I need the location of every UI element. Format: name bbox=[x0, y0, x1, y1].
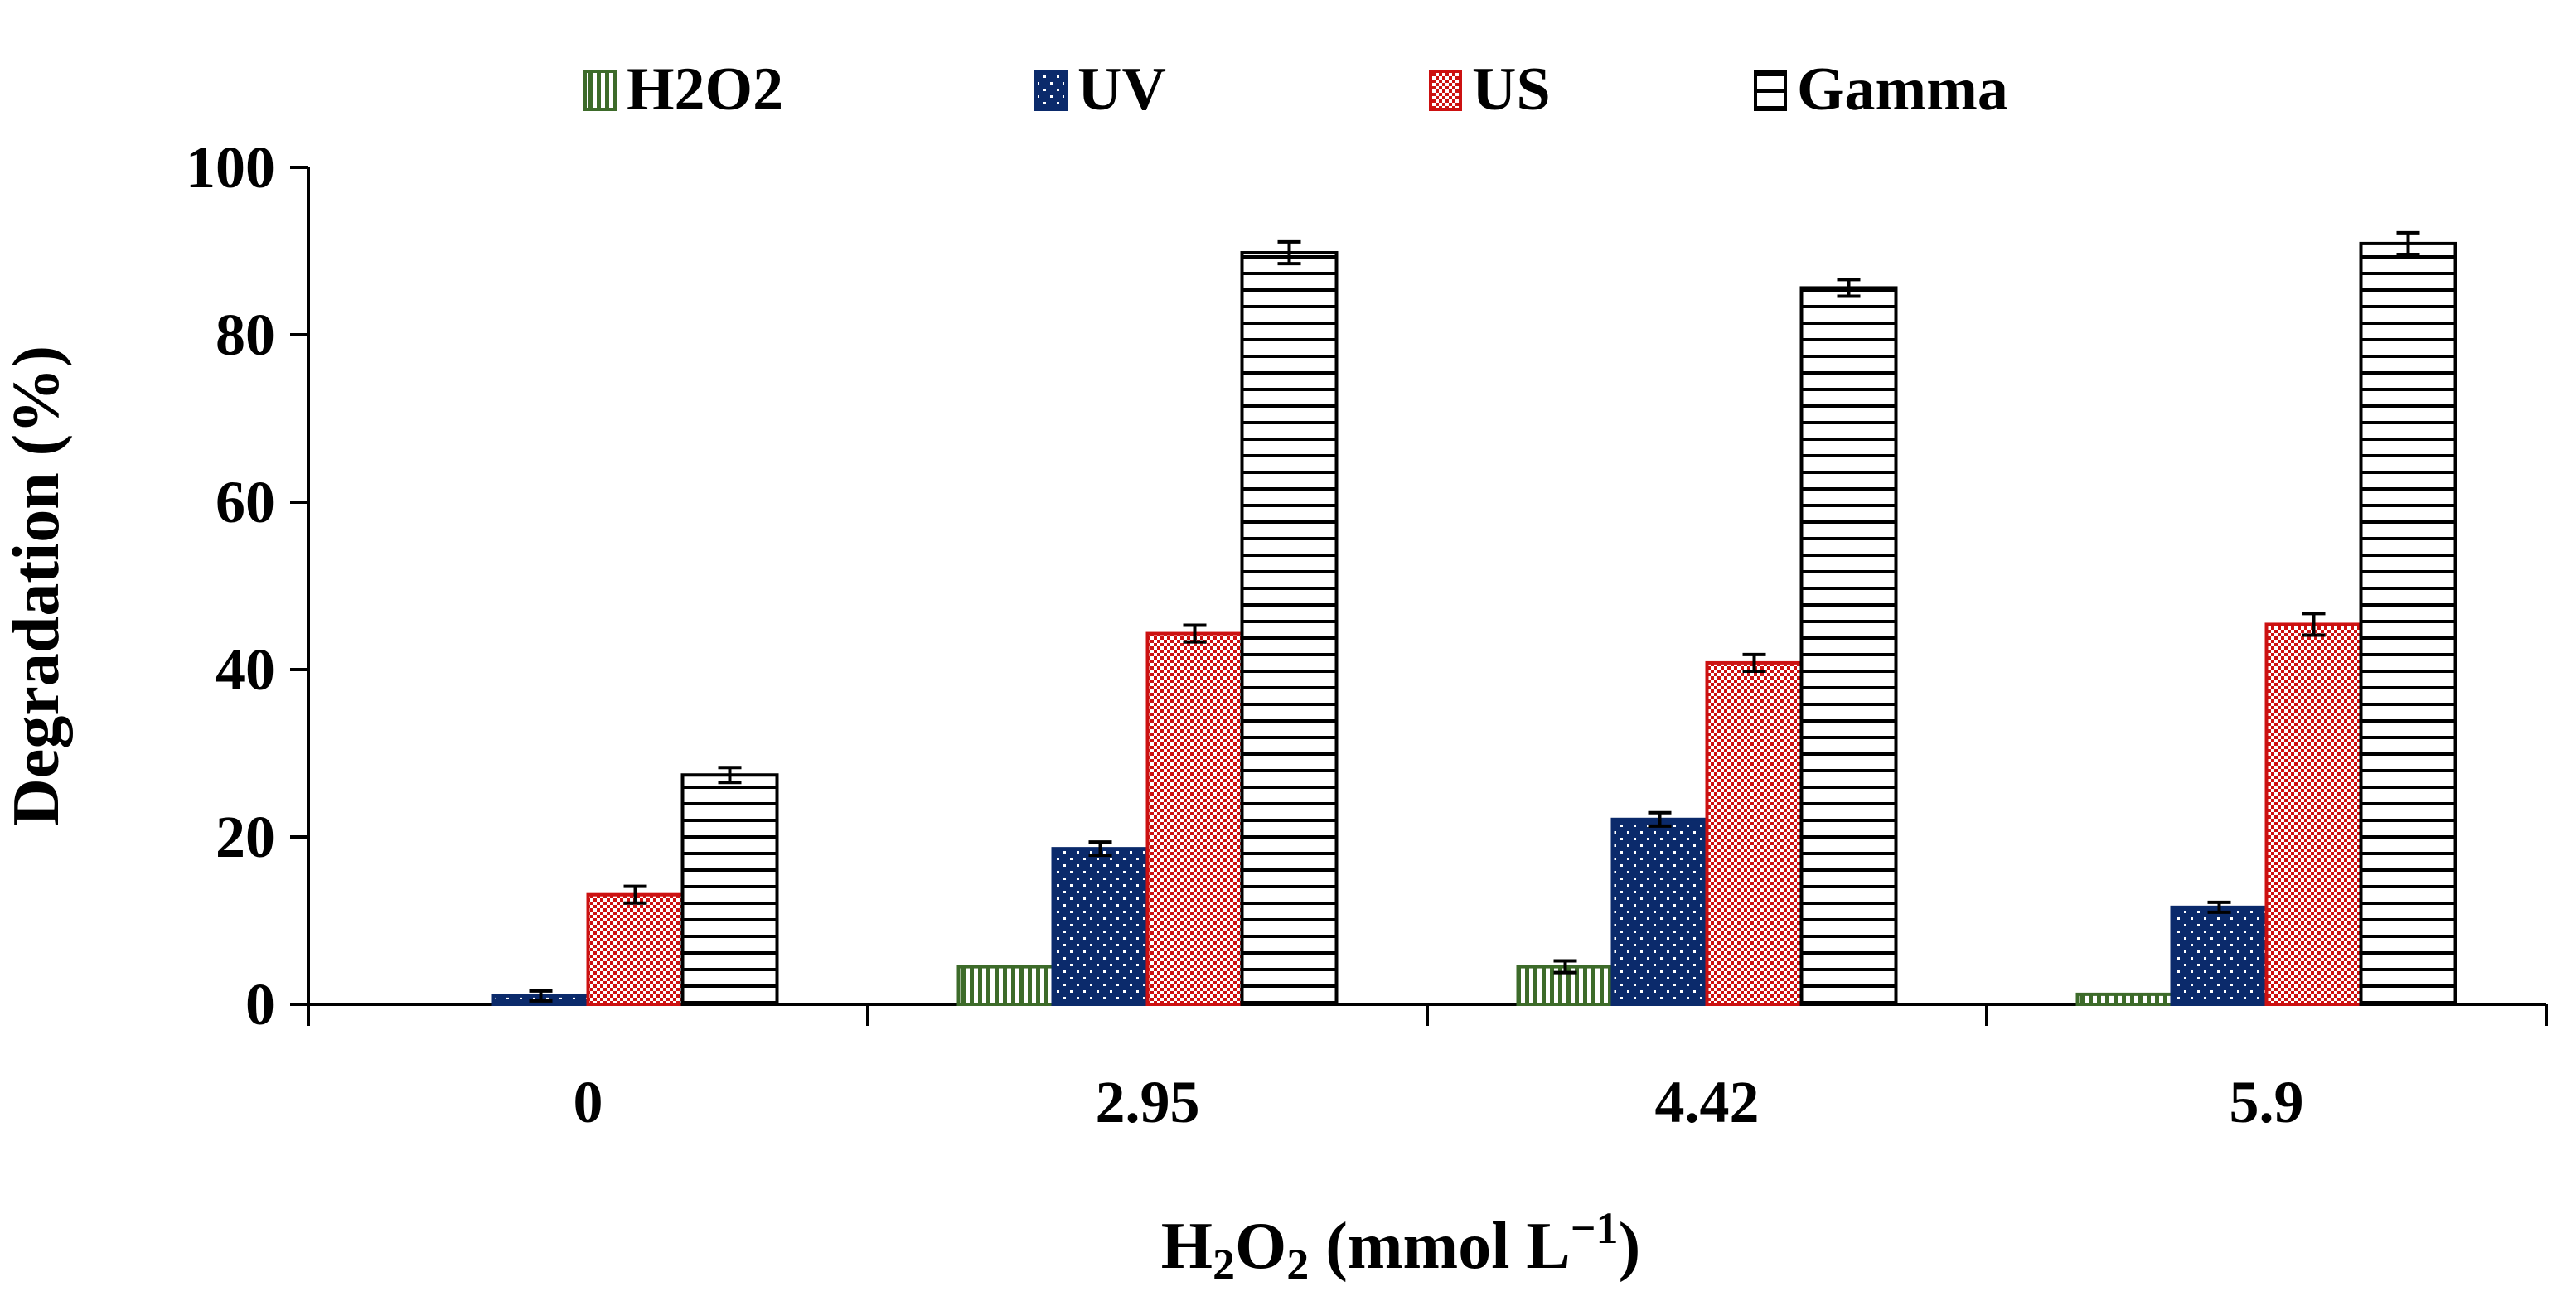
x-tick-label: 4.42 bbox=[1655, 1069, 1760, 1135]
bar bbox=[2170, 905, 2269, 1006]
x-axis-label: H2O2 (mmol L−1) bbox=[1161, 1203, 1640, 1289]
bar bbox=[1240, 251, 1339, 1006]
x-axis: 0 2.95 4.42 5.9 bbox=[307, 1003, 2548, 1135]
bar bbox=[1610, 817, 1709, 1006]
y-tick-label: 0 bbox=[245, 971, 275, 1037]
bar bbox=[680, 773, 779, 1006]
bar bbox=[2359, 241, 2457, 1007]
x-tick-label: 2.95 bbox=[1096, 1069, 1200, 1135]
y-tick-label: 40 bbox=[215, 636, 275, 703]
legend-item-uv: UV bbox=[1034, 56, 1166, 123]
y-tick-label: 60 bbox=[215, 469, 275, 535]
legend-swatch bbox=[1034, 70, 1068, 111]
legend-swatch bbox=[583, 70, 617, 111]
bar bbox=[1145, 631, 1244, 1006]
bar bbox=[1705, 660, 1804, 1006]
x-axis-label-close: ) bbox=[1619, 1210, 1641, 1283]
x-tick-label: 5.9 bbox=[2230, 1069, 2304, 1135]
x-axis-label-sub1: 2 bbox=[1213, 1240, 1235, 1289]
legend-label: Gamma bbox=[1797, 56, 2008, 123]
x-axis-label-unit: (mmol L bbox=[1309, 1210, 1571, 1283]
x-axis-label-sub2: 2 bbox=[1286, 1240, 1309, 1289]
legend-item-us: US bbox=[1429, 56, 1551, 123]
bar bbox=[2264, 622, 2363, 1007]
bar-series-group bbox=[491, 230, 2457, 1007]
x-tick-label: 0 bbox=[574, 1069, 603, 1135]
x-axis-label-sup: −1 bbox=[1571, 1203, 1619, 1253]
y-tick-label: 20 bbox=[215, 804, 275, 870]
bar bbox=[1051, 847, 1150, 1007]
y-tick-label: 80 bbox=[215, 302, 275, 368]
legend-item-h2o2: H2O2 bbox=[583, 56, 783, 123]
bar bbox=[586, 892, 685, 1006]
legend-label: H2O2 bbox=[627, 56, 783, 123]
legend-item-gamma: Gamma bbox=[1754, 56, 2008, 123]
y-tick-label: 100 bbox=[186, 134, 275, 201]
y-axis-label: Degradation (%) bbox=[0, 346, 73, 826]
y-axis: 0 20 40 60 80 100 bbox=[186, 134, 310, 1037]
legend-label: UV bbox=[1077, 56, 1166, 123]
bar bbox=[1799, 286, 1898, 1006]
legend-swatch bbox=[1754, 70, 1787, 111]
bar bbox=[2075, 992, 2174, 1007]
chart-legend: H2O2 UV US Gamma bbox=[583, 56, 2008, 123]
x-axis-label-h: H bbox=[1161, 1210, 1213, 1283]
legend-label: US bbox=[1472, 56, 1551, 123]
legend-swatch bbox=[1429, 70, 1462, 111]
bar bbox=[956, 965, 1055, 1007]
x-axis-label-o: O bbox=[1235, 1210, 1286, 1283]
